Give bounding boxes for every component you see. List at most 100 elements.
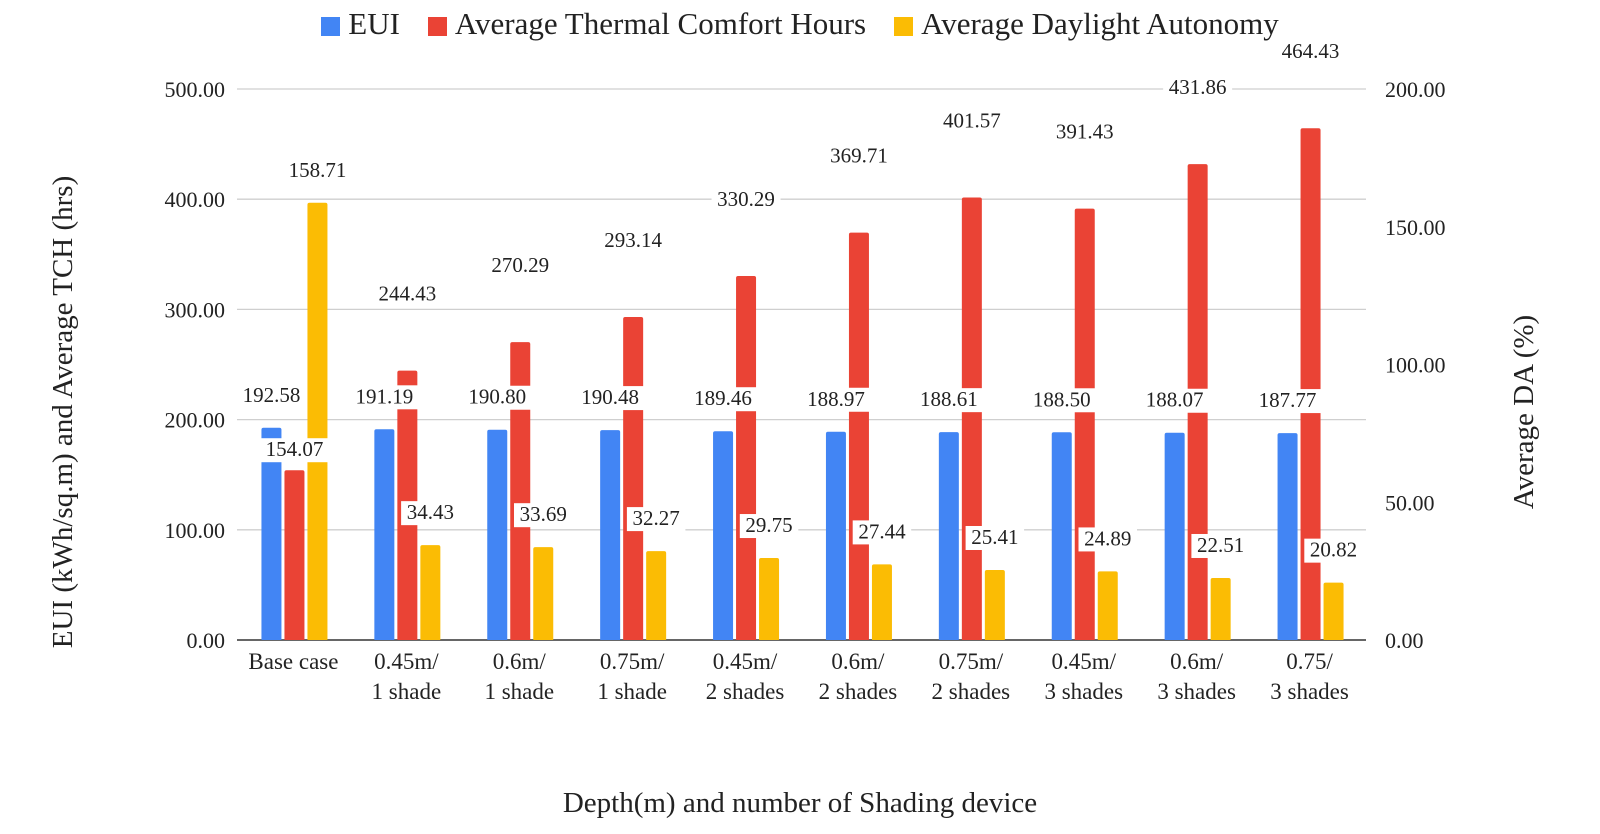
data-label: 190.80 [468, 385, 526, 409]
data-label-bg [965, 525, 1025, 550]
y-tick-left: 0.00 [187, 628, 226, 653]
legend-swatch-da [894, 16, 914, 36]
bar-tch [1074, 208, 1095, 640]
y-tick-right: 100.00 [1385, 353, 1446, 378]
bar-eui [1277, 433, 1298, 640]
data-label-bg [739, 514, 799, 539]
data-label: 34.43 [407, 500, 454, 524]
data-label: 27.44 [858, 519, 906, 543]
data-label: 244.43 [378, 282, 436, 306]
data-label-bg [1027, 388, 1097, 413]
data-label: 188.50 [1033, 387, 1091, 411]
legend-swatch-eui [321, 16, 341, 36]
x-tick-label: 3 shades [1270, 679, 1349, 704]
bar-tch [736, 276, 757, 640]
data-label: 464.43 [1282, 39, 1340, 63]
data-label: 22.51 [1197, 533, 1244, 557]
data-label-bg [236, 383, 306, 408]
bar-eui [261, 427, 282, 640]
x-tick-label: 0.6m/ [831, 649, 885, 674]
data-label: 158.71 [289, 158, 347, 182]
bars [261, 128, 1344, 641]
x-tick-label: 3 shades [1157, 679, 1236, 704]
bar-tch [848, 232, 869, 640]
data-label-bg [711, 188, 781, 213]
data-label-bg [349, 385, 419, 410]
data-label-bg [575, 386, 645, 411]
data-label-bg [1163, 76, 1233, 101]
y-axis-title-left: EUI (kWh/sq.m) and Average TCH (hrs) [47, 176, 79, 648]
x-tick-label: 1 shade [484, 679, 554, 704]
bar-da [759, 558, 780, 640]
data-label: 188.07 [1146, 388, 1204, 412]
data-label: 191.19 [355, 384, 413, 408]
data-label: 25.41 [971, 525, 1018, 549]
y-tick-left: 500.00 [165, 77, 226, 102]
bar-tch [623, 316, 644, 640]
x-tick-label: 0.45m/ [374, 649, 439, 674]
legend: EUI Average Thermal Comfort Hours Averag… [0, 6, 1600, 42]
data-label: 32.27 [633, 506, 680, 530]
legend-item-da[interactable]: Average Daylight Autonomy [894, 6, 1279, 42]
data-label: 24.89 [1084, 526, 1131, 550]
x-tick-label: 0.75m/ [939, 649, 1004, 674]
left-axis-ticks: 0.00 100.00 200.00 300.00 400.00 500.00 [165, 77, 226, 653]
data-label: 29.75 [745, 513, 792, 537]
bar-da [646, 551, 667, 640]
data-label-bg [259, 438, 329, 463]
data-label-bg [1276, 40, 1346, 65]
x-tick-label: 0.75/ [1286, 649, 1333, 674]
y-tick-right: 50.00 [1385, 490, 1435, 515]
data-label: 188.97 [807, 387, 865, 411]
x-tick-label: 0.75m/ [600, 649, 665, 674]
bar-da [871, 564, 892, 640]
data-label: 391.43 [1056, 120, 1114, 144]
category-labels: Base case 0.45m/1 shade 0.6m/1 shade 0.75m/… [248, 649, 1348, 704]
legend-item-eui[interactable]: EUI [321, 6, 400, 42]
x-axis-title: Depth(m) and number of Shading device [563, 787, 1037, 819]
data-label: 33.69 [520, 502, 567, 526]
y-tick-left: 200.00 [165, 408, 226, 433]
data-label: 330.29 [717, 187, 775, 211]
y-tick-right: 150.00 [1385, 215, 1446, 240]
bar-eui [1164, 432, 1185, 640]
x-tick-label: 0.6m/ [1170, 649, 1224, 674]
data-label-bg [372, 282, 442, 307]
x-tick-label: 3 shades [1044, 679, 1123, 704]
x-tick-label: 2 shades [706, 679, 785, 704]
x-tick-label: 2 shades [932, 679, 1011, 704]
data-label: 20.82 [1310, 538, 1357, 562]
data-label: 401.57 [943, 108, 1001, 132]
data-label-bg [598, 228, 668, 253]
bar-da [1097, 571, 1118, 640]
data-label-bg [1140, 388, 1210, 413]
data-label: 188.61 [920, 387, 978, 411]
bar-da [1323, 582, 1344, 640]
data-label-bg [1191, 533, 1250, 558]
bar-eui [374, 429, 395, 640]
data-label-bg [1050, 120, 1120, 145]
data-label-bg [1253, 389, 1323, 414]
y-tick-left: 300.00 [165, 297, 226, 322]
data-label-bg [852, 520, 912, 545]
data-label-bg [282, 158, 352, 183]
bar-eui [825, 431, 846, 640]
bar-da [420, 545, 441, 640]
bar-tch [510, 342, 531, 640]
x-tick-label: 1 shade [372, 679, 442, 704]
bar-eui [1051, 432, 1072, 640]
right-axis-ticks: 0.00 50.00 100.00 150.00 200.00 [1385, 77, 1446, 653]
legend-item-tch[interactable]: Average Thermal Comfort Hours [427, 6, 866, 42]
data-label-bg [801, 387, 871, 412]
data-label-bg [485, 254, 555, 279]
bar-da [984, 569, 1005, 640]
data-labels: 192.58 154.07 158.71 191.19 244.43 34.43 190.8… [236, 39, 1363, 563]
x-tick-label: 0.45m/ [1051, 649, 1116, 674]
x-tick-label: Base case [248, 649, 338, 674]
data-label: 293.14 [604, 228, 662, 252]
x-tick-label: 0.6m/ [493, 649, 547, 674]
bar-da [533, 547, 554, 640]
data-label-bg [401, 501, 460, 526]
y-tick-left: 400.00 [165, 187, 226, 212]
y-axis-title-right: Average DA (%) [1508, 315, 1540, 509]
